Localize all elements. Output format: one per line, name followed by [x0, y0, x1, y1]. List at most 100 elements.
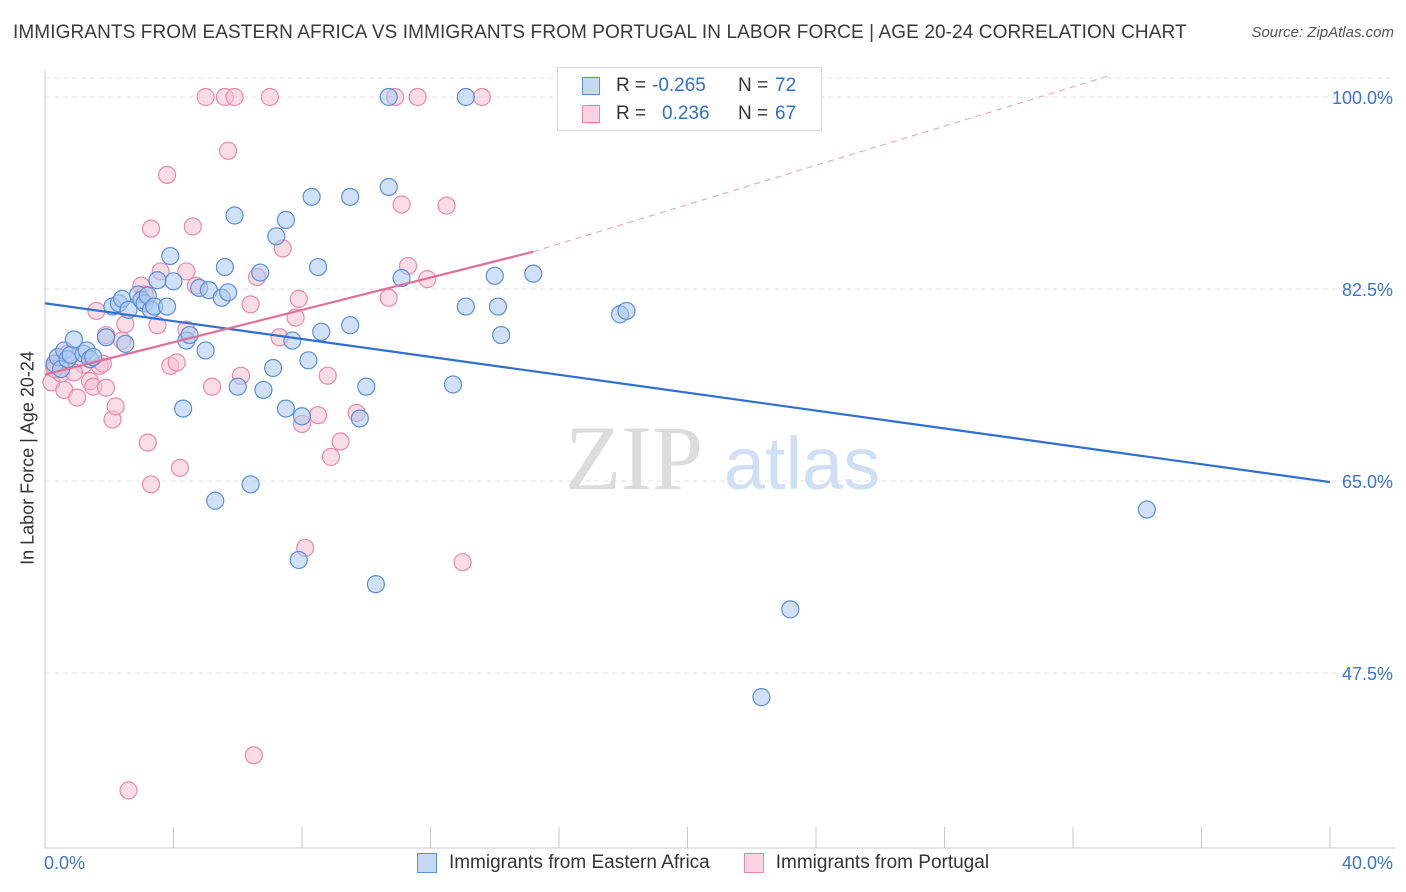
- eastern-africa-point: [524, 264, 543, 283]
- legend-r-label: R =: [616, 75, 647, 96]
- legend-r-value: 0.236: [662, 103, 710, 124]
- portugal-point: [260, 87, 279, 107]
- watermark-atlas: atlas: [724, 422, 880, 505]
- portugal-point: [321, 447, 341, 466]
- eastern-africa-point: [379, 87, 398, 107]
- legend-swatch-blue: [582, 77, 600, 95]
- portugal-point: [141, 475, 161, 494]
- eastern-africa-point: [302, 187, 321, 206]
- eastern-africa-point: [283, 331, 302, 350]
- eastern-africa-point: [488, 297, 508, 316]
- portugal-point: [157, 165, 177, 184]
- legend-n-label: N =: [738, 75, 769, 96]
- eastern-africa-point: [341, 316, 360, 335]
- legend-item-eastern-africa[interactable]: Immigrants from Eastern Africa: [416, 852, 710, 874]
- eastern-africa-point: [456, 87, 475, 107]
- watermark-zip: ZIP: [565, 407, 703, 509]
- eastern-africa-point: [276, 399, 296, 418]
- eastern-africa-point: [485, 266, 504, 285]
- trend-lines: [44, 74, 1331, 484]
- portugal-point: [453, 553, 472, 572]
- legend-swatch-pink: [582, 105, 600, 123]
- portugal-point: [331, 432, 350, 451]
- eastern-africa-point: [299, 351, 318, 370]
- portugal-point: [177, 262, 196, 281]
- eastern-africa-point: [781, 600, 800, 619]
- portugal-point: [148, 316, 167, 335]
- eastern-africa-point: [312, 322, 331, 341]
- eastern-africa-point: [263, 358, 283, 378]
- series-legend: Immigrants from Eastern Africa Immigrant…: [0, 852, 1406, 874]
- eastern-africa-point: [341, 187, 360, 206]
- eastern-africa-point: [174, 399, 193, 418]
- axes: [44, 70, 1395, 849]
- legend-item-portugal[interactable]: Immigrants from Portugal: [743, 852, 990, 874]
- portugal-point: [241, 295, 260, 314]
- x-tick-label: 40.0%: [1342, 853, 1393, 873]
- eastern-africa-point: [492, 325, 511, 345]
- portugal-point: [138, 433, 157, 452]
- portugal-point: [202, 377, 222, 396]
- legend-swatch-pink: [743, 853, 764, 873]
- portugal-trend-extension: [533, 74, 1112, 253]
- legend-r-label: R =: [616, 103, 647, 124]
- eastern-africa-point: [456, 297, 475, 316]
- portugal-point: [119, 781, 138, 800]
- eastern-africa-point: [752, 688, 771, 707]
- portugal-point: [392, 195, 411, 214]
- portugal-point: [106, 397, 125, 416]
- legend-row-portugal: R = 0.236 N = 67: [582, 101, 796, 127]
- eastern-africa-point: [164, 272, 183, 291]
- eastern-africa-point: [225, 206, 244, 225]
- series-eastern-africa-points: [45, 87, 1156, 707]
- portugal-point: [141, 219, 161, 238]
- portugal-point: [244, 746, 263, 765]
- eastern-africa-point: [241, 475, 260, 494]
- portugal-point: [379, 288, 398, 307]
- eastern-africa-point: [215, 257, 234, 277]
- eastern-africa-trend-line: [44, 302, 1331, 484]
- portugal-point: [225, 87, 244, 107]
- portugal-trend-line: [44, 250, 534, 376]
- eastern-africa-point: [96, 328, 116, 347]
- legend-swatch-blue: [416, 853, 437, 873]
- legend-n-value: 72: [775, 75, 797, 96]
- eastern-africa-point: [251, 263, 270, 282]
- chart-title: IMMIGRANTS FROM EASTERN AFRICA VS IMMIGR…: [13, 22, 1187, 43]
- eastern-africa-point: [443, 375, 463, 394]
- portugal-point: [170, 458, 190, 477]
- portugal-point: [437, 196, 456, 215]
- portugal-point: [318, 366, 337, 385]
- eastern-africa-point: [64, 330, 84, 349]
- x-tick-label: 0.0%: [44, 853, 85, 873]
- eastern-africa-point: [180, 325, 199, 345]
- eastern-africa-point: [196, 341, 215, 360]
- eastern-africa-point: [292, 407, 312, 426]
- correlation-legend: R = -0.265 N = 72 R = 0.236 N = 67: [557, 67, 822, 131]
- legend-label: Immigrants from Portugal: [775, 852, 990, 873]
- y-tick-label: 47.5%: [1342, 664, 1393, 684]
- eastern-africa-point: [157, 297, 177, 316]
- eastern-africa-point: [276, 210, 296, 229]
- legend-n-value: 67: [775, 103, 797, 124]
- eastern-africa-point: [392, 268, 411, 288]
- eastern-africa-point: [161, 246, 180, 266]
- eastern-africa-point: [379, 177, 398, 197]
- watermark: ZIP atlas: [565, 407, 880, 509]
- eastern-africa-point: [267, 227, 286, 246]
- portugal-point: [219, 141, 238, 160]
- eastern-africa-point: [254, 380, 273, 400]
- eastern-africa-point: [357, 377, 376, 396]
- eastern-africa-point: [308, 257, 328, 277]
- eastern-africa-point: [289, 550, 308, 570]
- legend-label: Immigrants from Eastern Africa: [448, 852, 710, 873]
- eastern-africa-point: [617, 301, 636, 321]
- portugal-point: [68, 388, 87, 407]
- y-tick-label: 82.5%: [1342, 280, 1393, 300]
- eastern-africa-point: [350, 409, 369, 428]
- portugal-point: [472, 87, 491, 107]
- portugal-point: [289, 289, 308, 308]
- legend-row-eastern-africa: R = -0.265 N = 72: [582, 73, 796, 99]
- eastern-africa-point: [219, 283, 238, 302]
